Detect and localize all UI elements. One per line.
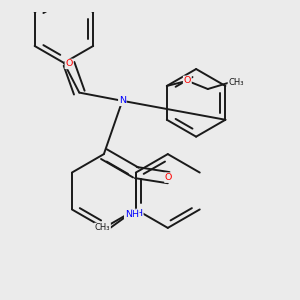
Text: O: O — [165, 173, 172, 182]
Text: NH: NH — [129, 209, 143, 218]
Text: O: O — [65, 59, 73, 68]
Text: N: N — [119, 96, 126, 105]
Text: O: O — [184, 76, 191, 85]
Text: NH: NH — [125, 210, 139, 219]
Text: CH₃: CH₃ — [228, 78, 244, 87]
Text: CH₃: CH₃ — [95, 224, 110, 232]
